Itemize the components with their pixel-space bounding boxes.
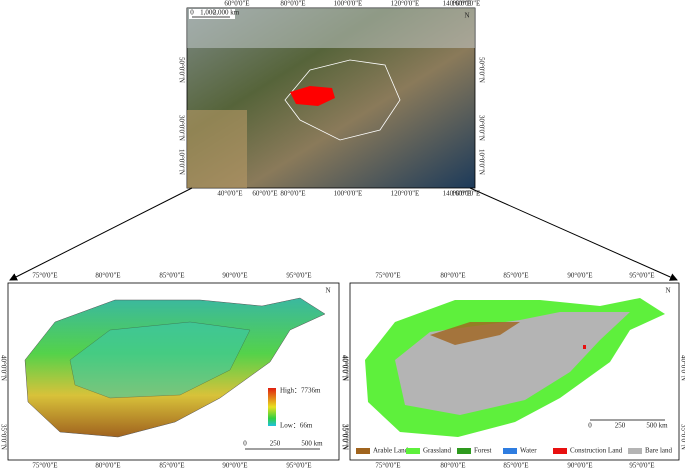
label: 90°0'0"E [222, 272, 247, 280]
label: 80°0'0"E [280, 190, 305, 198]
label: 80°0'0"E [440, 272, 465, 280]
label: 95°0'0"E [286, 462, 311, 470]
label: N [665, 287, 670, 295]
arrow [469, 187, 678, 281]
legend-swatch [457, 448, 471, 454]
legend-swatch [356, 448, 370, 454]
label: 85°0'0"E [503, 462, 528, 470]
label: 90°0'0"E [567, 272, 592, 280]
label: 40°0'0"N [341, 355, 349, 381]
label: Bare land [645, 447, 673, 455]
label: 85°0'0"E [159, 272, 184, 280]
label: Water [520, 447, 537, 455]
label: 35°0'0"N [0, 424, 7, 450]
label: 95°0'0"E [286, 272, 311, 280]
label: 30°0'0"N [477, 115, 485, 141]
label: 95°0'0"E [629, 272, 654, 280]
label: 40°0'0"N [679, 355, 685, 381]
label: 140°0'0"E [443, 190, 472, 198]
label: 10°0'0"N [477, 149, 485, 175]
label: 2,000 km [213, 9, 240, 17]
label: 250 [615, 422, 626, 430]
legend-swatch [553, 448, 567, 454]
label: 35°0'0"N [341, 424, 349, 450]
label: 85°0'0"E [503, 272, 528, 280]
label: 90°0'0"E [222, 462, 247, 470]
label: 80°0'0"E [95, 462, 120, 470]
label: 75°0'0"E [375, 272, 400, 280]
label: Low：66m [280, 422, 313, 430]
label: 85°0'0"E [159, 462, 184, 470]
label: 75°0'0"E [32, 462, 57, 470]
label: High：7736m [280, 387, 321, 395]
scale-box [189, 9, 235, 19]
label: 95°0'0"E [629, 462, 654, 470]
label: 40°0'0"E [217, 190, 242, 198]
arable-area [430, 322, 520, 345]
label: 30°0'0"N [177, 115, 185, 141]
label: 90°0'0"E [567, 462, 592, 470]
label: 250 [270, 440, 281, 448]
legend-swatch [628, 448, 642, 454]
legend-swatch [503, 448, 517, 454]
label: 40°0'0"N [340, 355, 348, 381]
label: 35°0'0"N [679, 424, 685, 450]
label: 60°0'0"E [252, 190, 277, 198]
label: 75°0'0"E [375, 462, 400, 470]
label: 160°0'0"E [452, 0, 481, 8]
study-area [290, 86, 335, 106]
label: 40°0'0"N [0, 355, 7, 381]
label: 1,000 [200, 9, 216, 17]
label: 50°0'0"N [177, 57, 185, 83]
construction-area [583, 345, 586, 349]
label: 500 km [301, 440, 323, 448]
label: Construction Land [570, 447, 623, 455]
label: 35°0'0"N [340, 424, 348, 450]
elevation-ramp [268, 388, 276, 426]
label: Grassland [423, 447, 451, 455]
label: 140°0'0"E [443, 0, 472, 8]
label: 0 [190, 9, 194, 17]
label: 80°0'0"E [440, 462, 465, 470]
label: 60°0'0"E [224, 0, 249, 8]
basin-center [69, 321, 251, 399]
label: N [325, 287, 330, 295]
legend-swatch [406, 448, 420, 454]
label: 0 [243, 440, 247, 448]
arrow [9, 187, 193, 281]
label: 10°0'0"N [177, 149, 185, 175]
label: 80°0'0"E [280, 0, 305, 8]
label: 75°0'0"E [32, 272, 57, 280]
china-border [284, 59, 401, 141]
label: 80°0'0"E [95, 272, 120, 280]
label: 120°0'0"E [391, 190, 420, 198]
label: 50°0'0"N [477, 57, 485, 83]
label: 500 km [646, 422, 668, 430]
desert-area [187, 110, 247, 188]
label: 120°0'0"E [391, 0, 420, 8]
label: 100°0'0"E [334, 0, 363, 8]
label: 100°0'0"E [334, 190, 363, 198]
label: N [464, 12, 469, 20]
label: Forest [474, 447, 492, 455]
label: 0 [588, 422, 592, 430]
label: Arable Land [373, 447, 409, 455]
label: 160°0'0"E [452, 190, 481, 198]
